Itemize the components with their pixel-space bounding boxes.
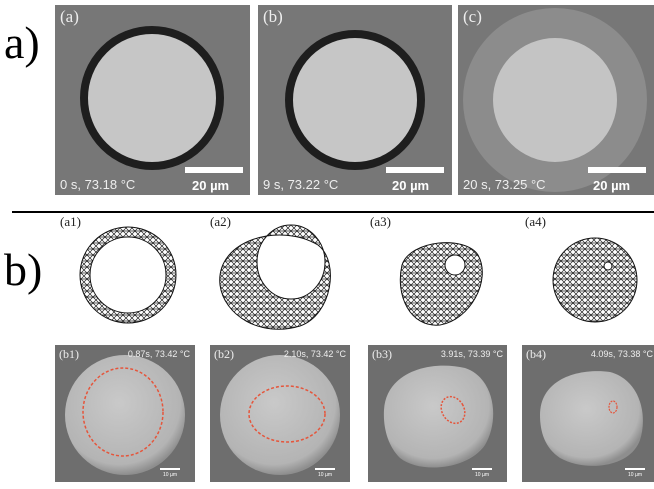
scale-bar bbox=[185, 167, 243, 173]
panel-label: (b1) bbox=[59, 347, 79, 361]
panel: (b4) 4.09s, 73.38 °C 10 µm bbox=[522, 345, 654, 482]
panel-label: (b) bbox=[263, 7, 283, 26]
caption: 3.91s, 73.39 °C bbox=[441, 349, 504, 359]
mesh-label: (a3) bbox=[370, 214, 391, 229]
panel-label: (b3) bbox=[372, 347, 392, 361]
caption: 0 s, 73.18 °C bbox=[60, 177, 135, 192]
caption: 4.09s, 73.38 °C bbox=[591, 349, 654, 359]
boundary bbox=[608, 400, 618, 414]
caption: 20 s, 73.25 °C bbox=[463, 177, 546, 192]
scale-bar bbox=[386, 167, 444, 173]
scale-label: 10 µm bbox=[475, 472, 489, 478]
panel: (c) 20 s, 73.25 °C 20 µm bbox=[458, 5, 654, 195]
scale-bar bbox=[588, 167, 646, 173]
panel-label: (b4) bbox=[526, 347, 546, 361]
scale-label: 20 µm bbox=[392, 178, 429, 193]
panel-label: (c) bbox=[463, 7, 482, 26]
droplet bbox=[540, 371, 643, 466]
caption: 9 s, 73.22 °C bbox=[263, 177, 338, 192]
scale-bar bbox=[625, 468, 645, 470]
droplet bbox=[65, 355, 185, 475]
boundary bbox=[440, 395, 466, 425]
scale-bar bbox=[472, 468, 492, 470]
figure-label: b) bbox=[4, 244, 42, 295]
caption: 2.10s, 73.42 °C bbox=[284, 349, 347, 359]
panel-label: (a) bbox=[60, 7, 79, 26]
mesh bbox=[399, 242, 483, 326]
panel: (b3) 3.91s, 73.39 °C 10 µm bbox=[368, 345, 507, 482]
scale-label: 10 µm bbox=[163, 472, 177, 478]
scale-label: 20 µm bbox=[593, 178, 630, 193]
boundary bbox=[82, 367, 164, 457]
figure-label: a) bbox=[4, 17, 40, 68]
droplet bbox=[493, 38, 617, 162]
caption: 0.87s, 73.42 °C bbox=[128, 349, 191, 359]
panel: (b1) 0.87s, 73.42 °C 10 µm bbox=[55, 345, 195, 482]
droplet bbox=[383, 365, 494, 468]
panel: (b2) 2.10s, 73.42 °C 10 µm bbox=[210, 345, 350, 482]
droplet bbox=[220, 355, 340, 475]
droplet bbox=[285, 30, 425, 170]
panel: (a) 0 s, 73.18 °C 20 µm bbox=[55, 5, 250, 195]
scale-bar bbox=[160, 468, 180, 470]
mesh-label: (a1) bbox=[60, 214, 81, 229]
scale-bar bbox=[315, 468, 335, 470]
scale-label: 20 µm bbox=[192, 178, 229, 193]
mesh bbox=[552, 237, 638, 323]
mesh-label: (a2) bbox=[210, 214, 231, 229]
mesh bbox=[219, 224, 331, 330]
boundary bbox=[248, 385, 326, 443]
scale-label: 10 µm bbox=[628, 472, 642, 478]
panel: (b) 9 s, 73.22 °C 20 µm bbox=[258, 5, 452, 195]
droplet bbox=[80, 26, 224, 170]
mesh-label: (a4) bbox=[525, 214, 546, 229]
scale-label: 10 µm bbox=[318, 472, 332, 478]
panel-label: (b2) bbox=[214, 347, 234, 361]
mesh bbox=[79, 226, 177, 324]
